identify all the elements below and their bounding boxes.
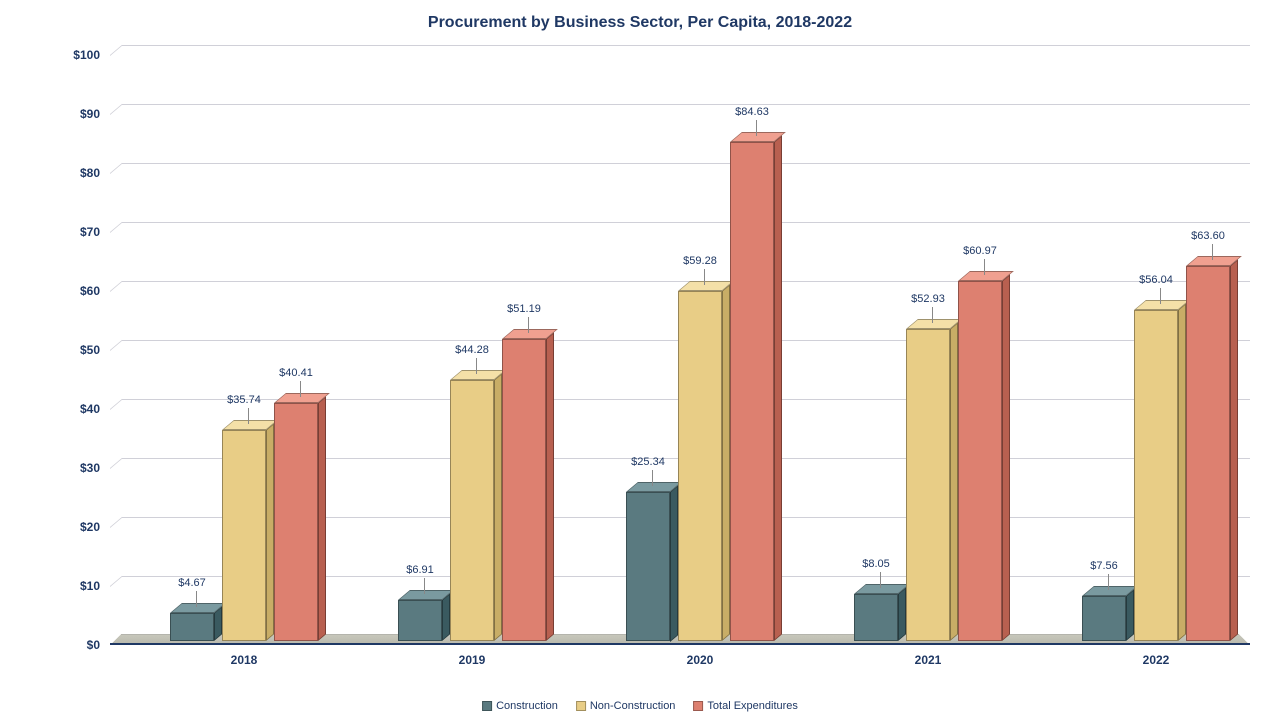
gridline [110,232,1250,242]
x-axis-label: 2022 [1071,653,1241,667]
legend-swatch [693,701,703,711]
leader-line [528,317,529,333]
y-axis-label: $30 [40,461,100,475]
legend-item: Non-Construction [576,700,676,712]
bar-value-label: $52.93 [900,293,956,305]
y-axis-label: $20 [40,520,100,534]
bar-value-label: $44.28 [444,344,500,356]
legend-swatch [482,701,492,711]
bar-value-label: $8.05 [848,558,904,570]
y-axis-label: $60 [40,284,100,298]
leader-line [196,591,197,607]
bar-value-label: $7.56 [1076,560,1132,572]
leader-line [476,358,477,374]
x-axis-label: 2021 [843,653,1013,667]
bar-value-label: $63.60 [1180,230,1236,242]
leader-line [880,572,881,588]
legend-label: Non-Construction [590,700,676,712]
legend-item: Total Expenditures [693,700,798,712]
leader-line [984,259,985,275]
leader-line [1108,574,1109,590]
x-axis-label: 2020 [615,653,785,667]
chart-title: Procurement by Business Sector, Per Capi… [0,0,1280,32]
y-axis-label: $70 [40,225,100,239]
bar-value-label: $59.28 [672,255,728,267]
y-axis-label: $80 [40,166,100,180]
legend-item: Construction [482,700,558,712]
x-axis-label: 2018 [159,653,329,667]
bar-value-label: $35.74 [216,394,272,406]
legend-label: Total Expenditures [707,700,798,712]
bar-value-label: $6.91 [392,564,448,576]
chart-legend: Construction Non-Construction Total Expend… [482,700,798,712]
y-axis-label: $90 [40,107,100,121]
y-axis-label: $40 [40,402,100,416]
bar-value-label: $4.67 [164,577,220,589]
bar-value-label: $40.41 [268,367,324,379]
bar-value-label: $56.04 [1128,274,1184,286]
y-axis-label: $100 [40,48,100,62]
gridline [110,114,1250,124]
legend-label: Construction [496,700,558,712]
leader-line [932,307,933,323]
leader-line [248,408,249,424]
bar-value-label: $51.19 [496,303,552,315]
baseline [110,643,1250,645]
bar-value-label: $84.63 [724,106,780,118]
leader-line [704,269,705,285]
chart-plot-area: $0$10$20$30$40$50$60$70$80$90$100$4.67$3… [110,55,1250,645]
bar-value-label: $60.97 [952,245,1008,257]
leader-line [652,470,653,486]
leader-line [424,578,425,594]
y-axis-label: $0 [40,638,100,652]
y-axis-label: $50 [40,343,100,357]
leader-line [756,120,757,136]
gridline [110,173,1250,183]
leader-line [300,381,301,397]
leader-line [1212,244,1213,260]
y-axis-label: $10 [40,579,100,593]
leader-line [1160,288,1161,304]
x-axis-label: 2019 [387,653,557,667]
legend-swatch [576,701,586,711]
bar-value-label: $25.34 [620,456,676,468]
gridline [110,55,1250,65]
